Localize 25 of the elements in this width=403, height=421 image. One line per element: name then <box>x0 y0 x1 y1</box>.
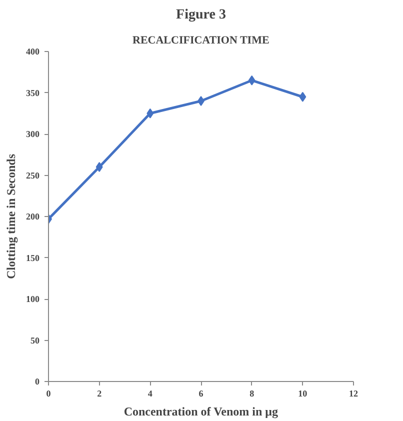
y-tick-label: 0 <box>35 376 40 386</box>
x-tick-label: 6 <box>198 388 204 398</box>
x-tick-label: 2 <box>97 388 102 398</box>
x-tick-label: 4 <box>148 388 153 398</box>
y-tick-label: 50 <box>30 335 40 346</box>
y-tick-label: 200 <box>26 212 40 222</box>
chart-subtitle: RECALCIFICATION TIME <box>132 34 270 46</box>
x-tick-label: 10 <box>298 388 308 398</box>
y-tick-label: 100 <box>26 294 40 304</box>
y-tick-label: 150 <box>26 252 40 263</box>
y-tick-label: 300 <box>26 129 40 139</box>
x-tick-label: 0 <box>46 388 52 398</box>
x-axis-title: Concentration of Venom in μg <box>124 404 278 418</box>
point <box>248 75 256 86</box>
y-tick-label: 250 <box>26 170 40 180</box>
x-tick-label: 8 <box>250 388 255 398</box>
point <box>299 92 306 102</box>
chart-title: Figure 3 <box>176 8 226 22</box>
x-tick-label: 12 <box>349 388 358 398</box>
y-axis-title: Clotting time in Seconds <box>4 154 18 279</box>
point <box>198 96 204 106</box>
y-tick-label: 400 <box>26 46 40 56</box>
y-tick-label: 350 <box>26 88 40 98</box>
point <box>96 162 103 172</box>
point <box>146 108 154 118</box>
